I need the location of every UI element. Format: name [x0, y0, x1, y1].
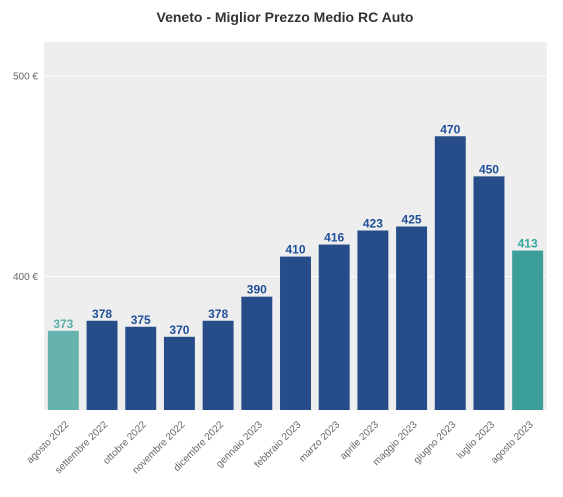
bar: [280, 256, 311, 410]
bar: [396, 226, 428, 410]
data-label: 450: [479, 162, 499, 176]
chart-title: Veneto - Miglior Prezzo Medio RC Auto: [157, 9, 414, 25]
y-tick-label: 500 €: [13, 72, 38, 83]
data-label: 375: [131, 313, 151, 327]
bar: [125, 326, 157, 410]
bar: [434, 136, 466, 410]
bar: [241, 296, 273, 410]
bar: [163, 336, 195, 410]
data-label: 413: [518, 237, 538, 251]
x-tick-label: marzo 2023: [297, 419, 342, 464]
data-label: 410: [285, 243, 305, 257]
y-tick-label: 400 €: [13, 272, 38, 283]
data-label: 390: [247, 283, 267, 297]
data-label: 370: [169, 323, 189, 337]
bar: [318, 244, 350, 410]
data-label: 373: [53, 317, 73, 331]
data-label: 378: [92, 307, 112, 321]
bar: [357, 230, 389, 410]
bar: [47, 330, 79, 410]
bar: [86, 320, 118, 410]
data-label: 423: [363, 217, 383, 231]
data-label: 425: [402, 213, 422, 227]
data-label: 470: [440, 122, 460, 136]
bar: [473, 176, 505, 410]
bar: [202, 320, 234, 410]
data-label: 416: [324, 231, 344, 245]
x-tick-label: agosto 2023: [489, 419, 536, 466]
bars: [47, 136, 544, 410]
data-label: 378: [208, 307, 228, 321]
bar: [512, 250, 544, 410]
data-labels: 373 378 375 370 378 390 410 416 423 425 470 450 413: [53, 122, 538, 337]
y-axis: 400 € 500 €: [13, 72, 38, 284]
x-tick-label: giugno 2023: [412, 419, 459, 466]
